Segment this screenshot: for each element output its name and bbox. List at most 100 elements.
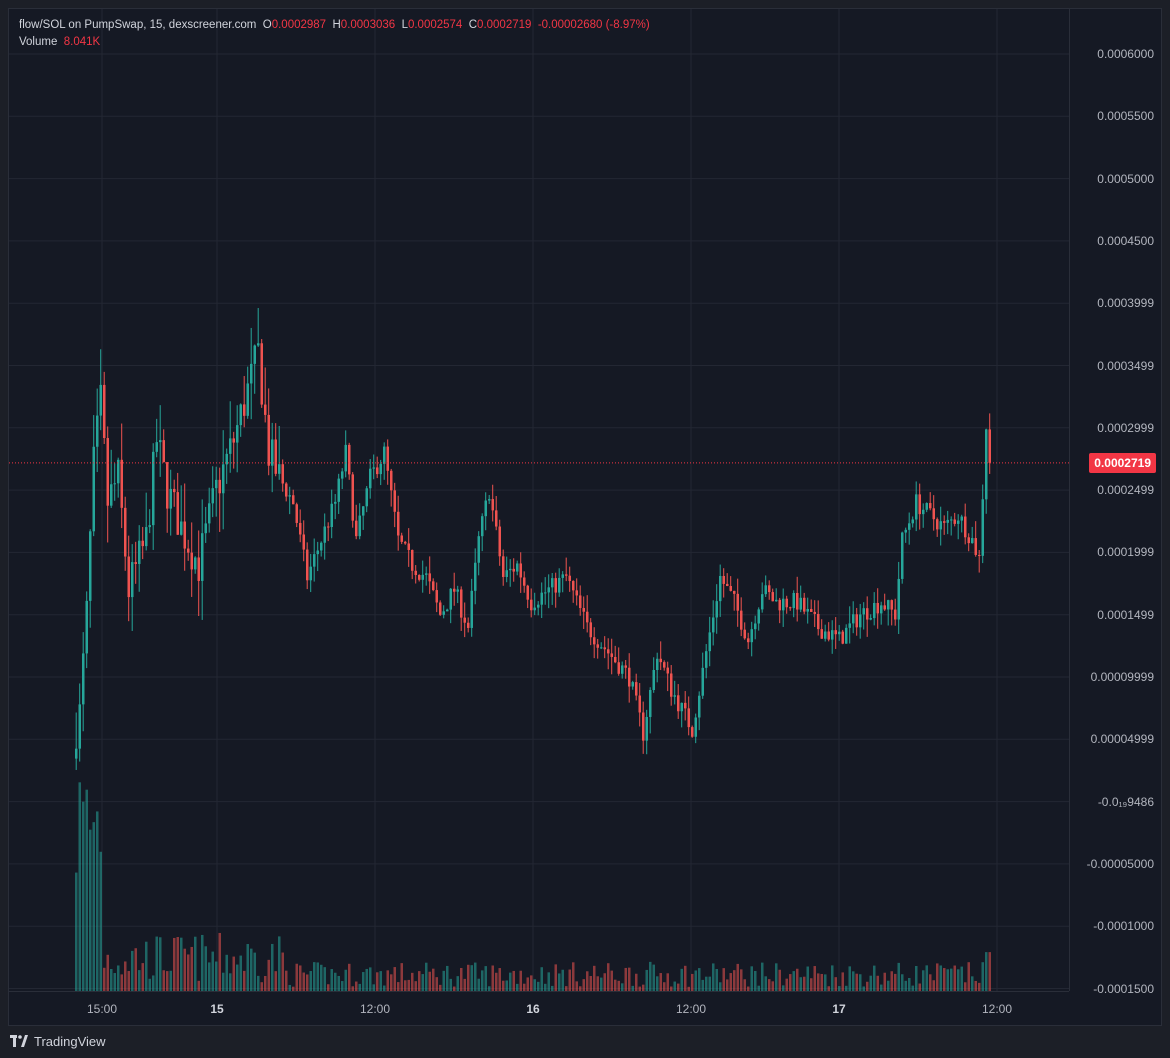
- candle-body[interactable]: [880, 605, 883, 614]
- candle-body[interactable]: [190, 552, 194, 570]
- candle-body[interactable]: [516, 563, 519, 572]
- candle-body[interactable]: [204, 523, 208, 534]
- candle-body[interactable]: [722, 575, 726, 584]
- candle-body[interactable]: [327, 526, 330, 528]
- candle-body[interactable]: [603, 647, 607, 650]
- plot-area[interactable]: flow/SOL on PumpSwap, 15, dexscreener.co…: [9, 9, 1069, 991]
- candle-body[interactable]: [729, 586, 733, 591]
- candle-body[interactable]: [131, 562, 134, 598]
- candle-body[interactable]: [582, 607, 586, 612]
- candle-body[interactable]: [610, 653, 614, 657]
- candle-body[interactable]: [950, 519, 953, 521]
- candle-body[interactable]: [666, 667, 670, 674]
- candle-body[interactable]: [974, 538, 978, 555]
- candle-body[interactable]: [124, 507, 127, 557]
- candle-body[interactable]: [862, 608, 866, 615]
- candle-body[interactable]: [593, 637, 596, 645]
- candle-body[interactable]: [782, 598, 785, 611]
- candle-body[interactable]: [180, 521, 183, 535]
- candle-body[interactable]: [117, 459, 120, 484]
- candle-body[interactable]: [162, 440, 166, 463]
- candle-body[interactable]: [642, 712, 645, 741]
- candle-body[interactable]: [845, 627, 848, 644]
- candle-body[interactable]: [561, 574, 565, 578]
- candle-body[interactable]: [320, 542, 323, 551]
- candle-body[interactable]: [211, 488, 215, 504]
- candle-body[interactable]: [435, 590, 439, 603]
- candle-body[interactable]: [810, 608, 813, 612]
- candle-body[interactable]: [911, 519, 915, 524]
- candle-body[interactable]: [712, 617, 715, 633]
- candle-body[interactable]: [194, 557, 197, 570]
- candle-body[interactable]: [439, 602, 442, 615]
- candle-body[interactable]: [460, 589, 463, 618]
- candle-body[interactable]: [778, 599, 782, 611]
- candle-body[interactable]: [379, 463, 383, 475]
- candle-body[interactable]: [113, 483, 117, 485]
- candle-body[interactable]: [386, 446, 390, 471]
- candle-body[interactable]: [264, 404, 267, 415]
- candle-body[interactable]: [505, 570, 509, 577]
- candle-body[interactable]: [967, 537, 971, 544]
- candle-body[interactable]: [733, 590, 736, 594]
- candle-body[interactable]: [456, 589, 460, 592]
- candle-body[interactable]: [120, 459, 124, 508]
- candle-body[interactable]: [495, 510, 498, 527]
- candle-body[interactable]: [901, 532, 904, 579]
- candle-body[interactable]: [687, 708, 691, 728]
- candle-body[interactable]: [925, 503, 929, 510]
- candle-body[interactable]: [484, 500, 488, 517]
- candle-body[interactable]: [519, 563, 523, 578]
- candle-body[interactable]: [393, 490, 397, 512]
- candle-body[interactable]: [85, 600, 89, 654]
- candle-body[interactable]: [183, 521, 187, 549]
- candle-body[interactable]: [698, 695, 701, 718]
- candle-body[interactable]: [547, 587, 551, 593]
- candle-body[interactable]: [351, 474, 355, 521]
- candle-body[interactable]: [246, 383, 250, 416]
- candle-body[interactable]: [852, 614, 855, 624]
- candle-body[interactable]: [488, 499, 491, 501]
- candle-body[interactable]: [169, 488, 173, 509]
- candle-body[interactable]: [789, 607, 792, 609]
- candle-body[interactable]: [736, 593, 740, 611]
- candle-body[interactable]: [799, 597, 803, 610]
- candle-body[interactable]: [978, 554, 981, 556]
- candle-body[interactable]: [99, 384, 103, 416]
- candle-body[interactable]: [411, 549, 414, 571]
- candle-body[interactable]: [743, 629, 747, 639]
- candle-body[interactable]: [645, 716, 649, 741]
- candle-body[interactable]: [281, 464, 285, 484]
- candle-body[interactable]: [680, 702, 684, 712]
- candle-body[interactable]: [936, 519, 939, 530]
- candle-body[interactable]: [817, 613, 820, 630]
- candle-body[interactable]: [491, 499, 495, 511]
- candle-body[interactable]: [684, 702, 687, 709]
- candle-body[interactable]: [225, 453, 229, 465]
- candle-body[interactable]: [400, 535, 404, 542]
- candle-body[interactable]: [754, 623, 757, 630]
- candle-body[interactable]: [820, 629, 824, 639]
- candle-body[interactable]: [841, 631, 845, 644]
- candle-body[interactable]: [148, 525, 152, 528]
- candle-body[interactable]: [509, 568, 512, 571]
- candle-body[interactable]: [232, 438, 236, 443]
- candle-body[interactable]: [446, 609, 449, 612]
- candle-body[interactable]: [453, 588, 456, 592]
- candle-body[interactable]: [197, 557, 201, 581]
- candle-body[interactable]: [187, 548, 190, 553]
- candle-body[interactable]: [418, 575, 421, 580]
- candle-body[interactable]: [939, 521, 943, 530]
- candle-body[interactable]: [897, 578, 901, 620]
- candle-body[interactable]: [243, 404, 246, 416]
- candle-body[interactable]: [414, 570, 418, 576]
- candle-body[interactable]: [659, 658, 663, 663]
- candle-body[interactable]: [537, 604, 540, 608]
- candle-body[interactable]: [838, 631, 841, 635]
- candle-body[interactable]: [106, 438, 110, 506]
- candle-body[interactable]: [344, 444, 348, 472]
- candle-body[interactable]: [551, 578, 554, 588]
- candle-body[interactable]: [442, 611, 446, 615]
- candle-body[interactable]: [768, 585, 771, 593]
- candle-body[interactable]: [383, 446, 386, 464]
